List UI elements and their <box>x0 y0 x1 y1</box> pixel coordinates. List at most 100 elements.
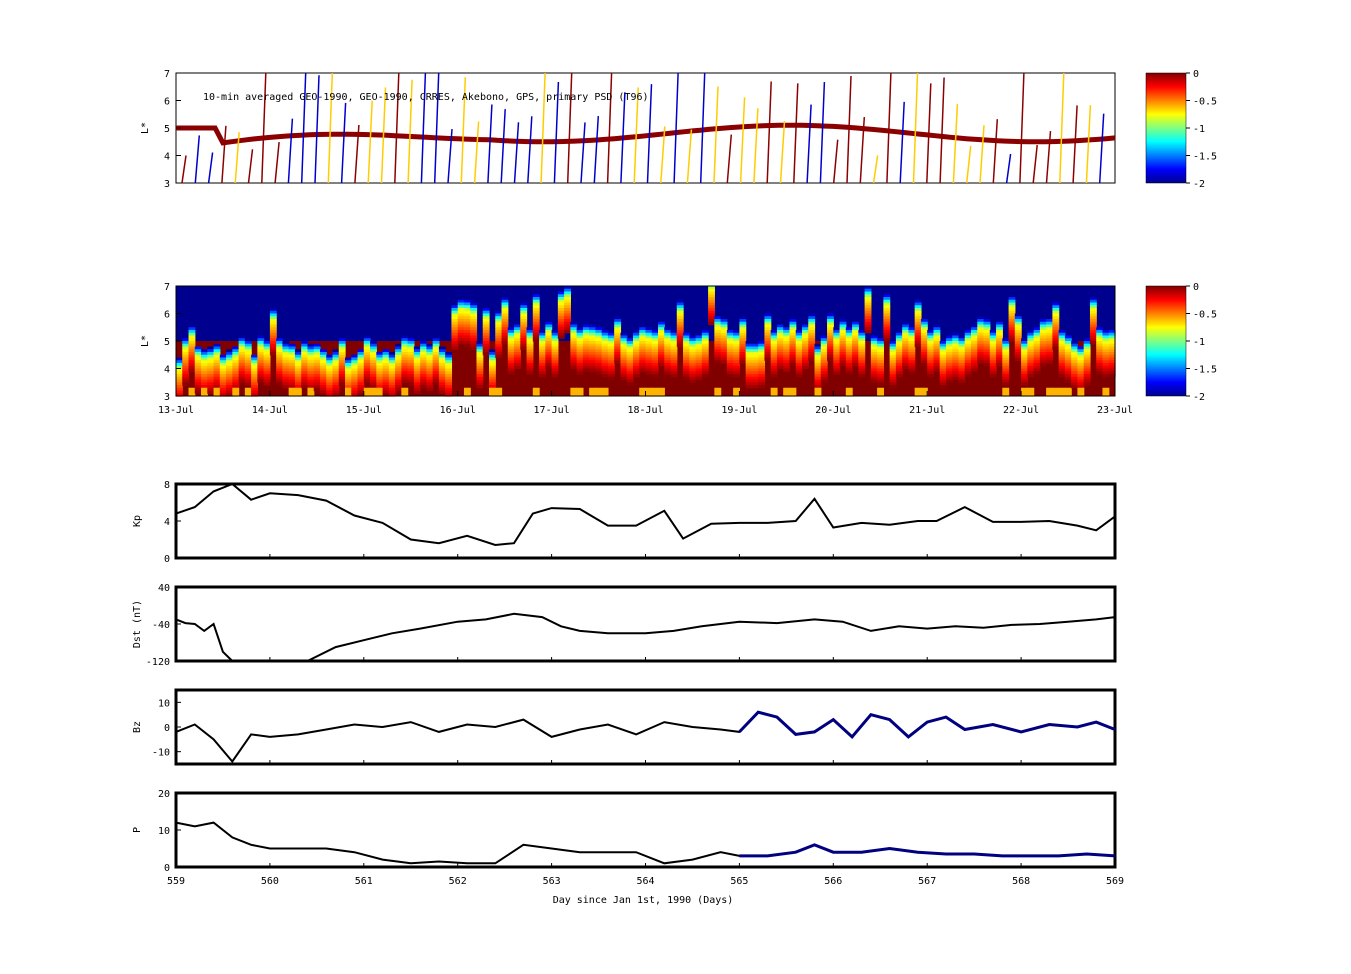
heat-cell <box>808 354 816 359</box>
heat-cell <box>902 349 910 353</box>
heat-cell <box>914 316 922 320</box>
heat-cell <box>1046 338 1053 342</box>
heat-cell <box>802 341 809 345</box>
heat-cell <box>288 393 296 397</box>
heat-cell <box>833 343 841 348</box>
heat-cell <box>282 346 290 350</box>
heat-cell <box>213 343 221 348</box>
heat-cell <box>820 374 828 378</box>
heat-cell <box>564 294 571 298</box>
heat-cell <box>1052 324 1060 328</box>
psd-pass <box>806 104 812 184</box>
heat-cell <box>589 343 597 348</box>
heat-cell <box>858 330 866 334</box>
heat-cell <box>589 357 597 361</box>
heat-cell <box>257 368 265 372</box>
heat-cell <box>263 346 271 350</box>
psd-pass <box>274 141 280 184</box>
heat-cell <box>370 390 377 394</box>
heat-cell <box>795 371 803 375</box>
heat-cell <box>952 338 960 342</box>
heat-cell <box>520 321 528 326</box>
psd-pass <box>819 82 826 184</box>
heat-cell <box>376 363 384 367</box>
heat-cell <box>357 349 365 353</box>
heat-cell <box>883 335 891 339</box>
heat-cell <box>514 338 521 342</box>
heat-cell <box>526 341 534 345</box>
heat-cell <box>870 363 878 367</box>
heat-cell <box>219 390 227 394</box>
heat-cell <box>670 371 678 375</box>
heat-cell <box>470 327 478 331</box>
heat-cell <box>570 354 578 359</box>
heat-cell <box>319 390 327 394</box>
heat-cell <box>1102 393 1110 397</box>
heat-cell <box>701 354 709 359</box>
heat-cell <box>1008 338 1016 342</box>
heat-cell <box>307 368 315 372</box>
heat-cell <box>326 371 334 375</box>
heat-cell <box>257 338 265 342</box>
heat-cell <box>626 365 634 370</box>
heat-cell <box>651 363 659 367</box>
heat-cell <box>269 349 277 353</box>
heat-cell <box>1052 332 1060 337</box>
heat-cell <box>351 393 359 397</box>
heat-cell <box>833 338 841 342</box>
heat-cell <box>964 371 972 375</box>
heat-cell <box>269 310 277 315</box>
heat-cell <box>1058 357 1066 361</box>
heat-cell <box>614 330 622 334</box>
heat-cell <box>789 332 797 337</box>
heat-cell <box>689 346 697 350</box>
heat-cell <box>1071 374 1079 378</box>
heat-cell <box>188 354 196 359</box>
heat-cell <box>720 343 728 348</box>
heat-cell <box>564 299 571 304</box>
heat-cell <box>733 343 740 348</box>
psd-pass <box>460 77 467 184</box>
heat-cell <box>971 357 978 361</box>
heat-cell <box>257 376 265 381</box>
heat-cell <box>363 338 371 342</box>
heat-cell <box>545 343 553 348</box>
heat-cell <box>1064 360 1072 364</box>
heat-cell <box>902 352 910 356</box>
heat-cell <box>820 338 828 342</box>
heat-cell <box>520 308 528 312</box>
heat-cell <box>670 352 678 356</box>
heat-cell <box>1077 365 1085 370</box>
heat-cell <box>219 354 227 359</box>
heat-cell <box>470 321 478 326</box>
heat-cell <box>1021 368 1028 372</box>
heat-cell <box>1014 357 1022 361</box>
heat-cell <box>758 376 766 381</box>
heat-cell <box>958 363 966 367</box>
heat-cell <box>545 360 553 364</box>
heat-cell <box>676 299 684 304</box>
heat-cell <box>182 346 190 350</box>
heat-cell <box>1108 360 1116 364</box>
heat-cell <box>576 330 584 334</box>
heat-cell <box>1102 352 1110 356</box>
psd-pass <box>832 139 839 184</box>
heat-cell <box>451 316 459 320</box>
heat-cell <box>1052 316 1060 320</box>
xtick-label: 566 <box>824 876 842 887</box>
xtick-label: 18-Jul <box>627 405 663 416</box>
heat-cell <box>1089 335 1097 339</box>
heat-cell <box>244 357 252 361</box>
heat-cell <box>726 365 734 370</box>
heat-cell <box>495 354 503 359</box>
heat-cell <box>833 368 841 372</box>
heat-cell <box>319 365 327 370</box>
heat-cell <box>451 324 459 328</box>
heat-cell <box>445 363 453 367</box>
heat-cell <box>176 357 183 361</box>
heat-cell <box>889 343 897 348</box>
heat-cell <box>833 371 841 375</box>
heat-cell <box>420 371 427 375</box>
heat-cell <box>952 357 960 361</box>
panel1-colorbar <box>1145 72 1187 184</box>
